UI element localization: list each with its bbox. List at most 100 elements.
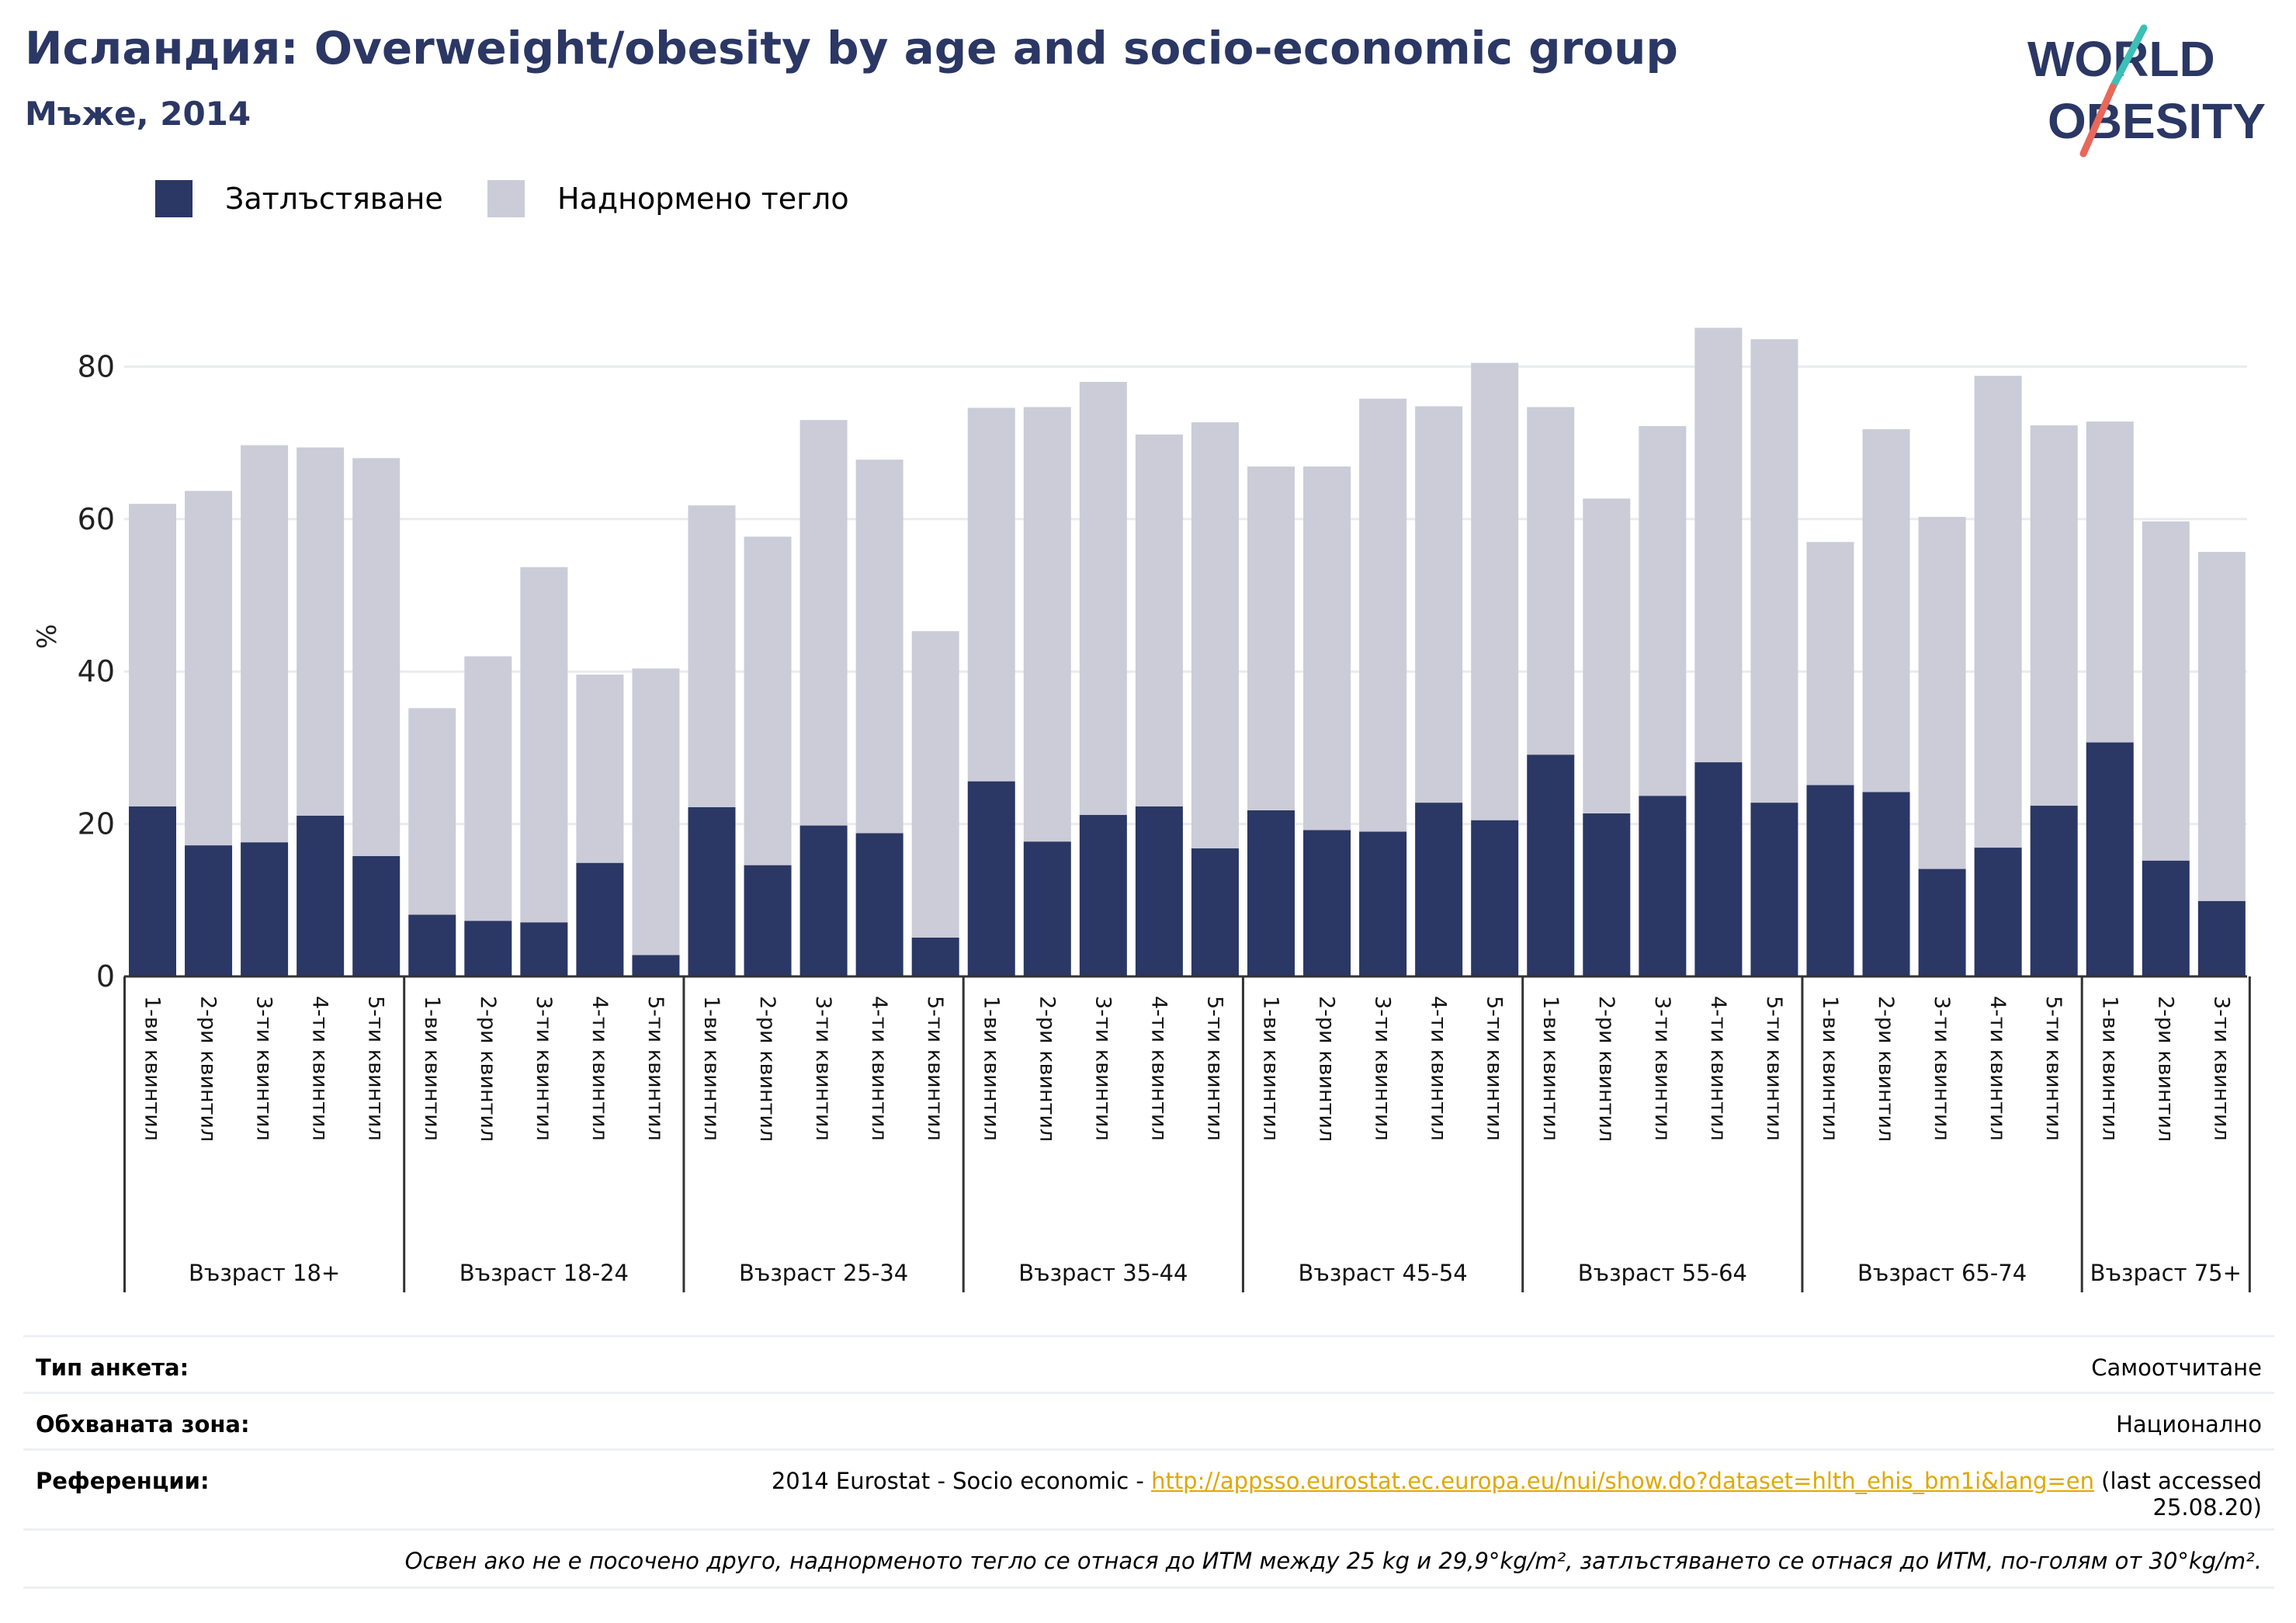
bar-overweight: [1806, 542, 1854, 785]
bar-overweight: [2142, 521, 2190, 861]
logo-slash-coral: [2079, 83, 2117, 158]
bar-obesity: [2197, 900, 2246, 976]
x-tick-label: 1-ви квинтил: [699, 996, 723, 1141]
y-tick-label: 0: [96, 959, 115, 994]
references-value: 2014 Eurostat - Socio economic - http://…: [772, 1468, 2262, 1521]
legend-swatch-obesity: [155, 180, 192, 217]
bar-overweight: [1750, 339, 1798, 803]
x-group-label: Възраст 18+: [189, 1260, 340, 1286]
x-tick-label: 2-ри квинтил: [2153, 996, 2177, 1142]
bar-obesity: [520, 922, 568, 976]
x-tick-label: 2-ри квинтил: [1035, 996, 1059, 1142]
y-tick-label: 60: [78, 502, 115, 536]
x-tick-label: 2-ри квинтил: [1315, 996, 1339, 1142]
y-tick-label: 20: [78, 807, 115, 841]
bar-overweight: [632, 668, 680, 955]
bar-obesity: [688, 806, 736, 976]
x-tick-label: 2-ри квинтил: [755, 996, 779, 1142]
references-prefix: 2014 Eurostat - Socio economic -: [771, 1468, 1152, 1494]
x-tick-label: 1-ви квинтил: [420, 996, 444, 1141]
info-table: Тип анкета: Самоотчитане Обхваната зона:…: [23, 1335, 2274, 1589]
x-tick-label: 4-ти квинтил: [1427, 996, 1451, 1141]
bar-obesity: [2086, 742, 2134, 976]
x-tick-label: 1-ви квинтил: [1818, 996, 1842, 1141]
bar-overweight: [1191, 422, 1239, 849]
bar-obesity: [632, 955, 680, 976]
x-group-label: Възраст 45-54: [1298, 1260, 1467, 1286]
bar-overweight: [520, 567, 568, 923]
info-row-note: Освен ако не е посочено друго, наднормен…: [23, 1528, 2274, 1589]
x-tick-label: 5-ти квинтил: [1762, 996, 1786, 1141]
x-tick-label: 5-ти квинтил: [1483, 996, 1507, 1141]
bar-overweight: [129, 504, 176, 807]
coverage-area-label: Обхваната зона:: [36, 1411, 250, 1437]
bar-obesity: [1247, 810, 1295, 976]
bar-obesity: [1750, 803, 1798, 976]
x-group-label: Възраст 18-24: [460, 1260, 629, 1286]
bar-obesity: [1806, 785, 1854, 976]
x-group-label: Възраст 35-44: [1018, 1260, 1188, 1286]
x-tick-label: 3-ти квинтил: [1091, 996, 1115, 1141]
bar-obesity: [855, 833, 903, 976]
x-group-label: Възраст 25-34: [739, 1260, 908, 1286]
bar-obesity: [1135, 806, 1183, 976]
references-label: Референции:: [36, 1468, 210, 1494]
bar-overweight: [1023, 407, 1071, 842]
x-group-label: Възраст 75+: [2090, 1260, 2242, 1286]
bar-overweight: [1359, 398, 1407, 832]
bar-overweight: [1303, 466, 1351, 831]
references-link[interactable]: http://appsso.eurostat.ec.europa.eu/nui/…: [1151, 1468, 2094, 1494]
legend-label-obesity: Затлъстяване: [225, 182, 443, 216]
bar-overweight: [1694, 328, 1743, 763]
x-tick-label: 4-ти квинтил: [1146, 996, 1171, 1141]
bar-obesity: [2030, 806, 2078, 976]
world-obesity-logo: WORLD OBESITY: [2027, 24, 2266, 158]
x-tick-label: 5-ти квинтил: [364, 996, 388, 1141]
bar-obesity: [1862, 792, 1910, 976]
bar-obesity: [576, 862, 624, 976]
legend-swatch-overweight: [487, 180, 525, 217]
info-row-references: Референции: 2014 Eurostat - Socio econom…: [23, 1448, 2274, 1528]
x-tick-label: 5-ти квинтил: [923, 996, 947, 1141]
bar-overweight: [297, 447, 345, 816]
bar-overweight: [1247, 466, 1295, 810]
bar-obesity: [1415, 803, 1463, 976]
bar-obesity: [744, 865, 792, 976]
coverage-area-value: Национално: [2116, 1411, 2262, 1437]
bar-obesity: [1583, 813, 1631, 976]
y-tick-label: 80: [78, 349, 115, 383]
x-tick-label: 4-ти квинтил: [588, 996, 612, 1141]
bar-overweight: [464, 656, 512, 921]
bar-overweight: [1415, 406, 1463, 803]
bar-overweight: [576, 675, 624, 863]
bar-overweight: [1918, 516, 1966, 869]
bar-obesity: [1303, 830, 1351, 976]
survey-type-value: Самоотчитане: [2091, 1354, 2262, 1381]
bar-overweight: [352, 458, 401, 856]
bar-obesity: [1527, 754, 1575, 976]
chart-subtitle: Мъже, 2014: [25, 95, 251, 133]
bar-obesity: [1918, 869, 1966, 976]
bar-overweight: [1974, 376, 2022, 848]
info-row-area: Обхваната зона: Национално: [23, 1392, 2274, 1448]
references-suffix: (last accessed: [2093, 1468, 2262, 1494]
x-tick-label: 3-ти квинтил: [252, 996, 276, 1141]
bar-overweight: [1862, 428, 1910, 792]
bar-overweight: [241, 445, 289, 843]
x-group-label: Възраст 65-74: [1857, 1260, 2027, 1286]
bar-obesity: [352, 855, 401, 976]
bar-obesity: [1023, 841, 1071, 976]
x-tick-label: 4-ти квинтил: [308, 996, 332, 1141]
legend-label-overweight: Наднормено тегло: [557, 182, 849, 216]
references-date: 25.08.20): [2152, 1494, 2262, 1521]
x-tick-label: 4-ти квинтил: [1706, 996, 1730, 1141]
bar-overweight: [2030, 425, 2078, 806]
chart-title: Исландия: Overweight/obesity by age and …: [25, 22, 1678, 75]
x-tick-label: 5-ти квинтил: [643, 996, 668, 1141]
x-tick-label: 2-ри квинтил: [476, 996, 500, 1142]
bar-overweight: [2197, 552, 2246, 901]
bar-overweight: [688, 505, 736, 807]
bar-obesity: [1079, 814, 1127, 976]
bar-overweight: [1639, 425, 1687, 796]
bar-obesity: [1694, 762, 1743, 976]
